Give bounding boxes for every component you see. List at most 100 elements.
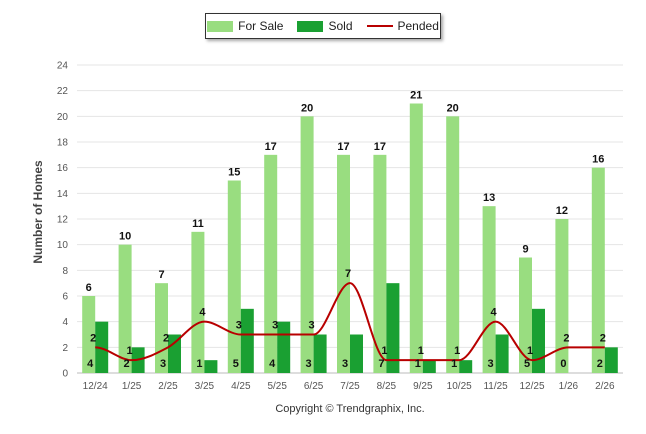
bar-sold-7 [350,334,363,373]
bar-for-sale-7 [337,154,350,373]
label-sold-9: 1 [415,358,421,370]
y-tick-label-6: 12 [57,215,69,226]
y-tick-label-8: 16 [57,163,69,174]
bar-sold-11 [495,334,509,373]
y-axis-label: Number of Homes [31,160,45,264]
label-for-sale-3: 11 [192,218,204,230]
y-tick-label-3: 6 [62,292,68,303]
label-sold-12: 5 [524,358,530,370]
legend-item-pended[interactable]: Pended [366,19,439,33]
label-pended-10: 1 [454,345,460,357]
bar-for-sale-14 [591,167,605,373]
bar-for-sale-3 [191,231,205,373]
label-for-sale-13: 12 [556,205,568,217]
y-tick-label-12: 24 [57,61,69,72]
x-tick-label-2: 2/25 [158,381,178,392]
bar-for-sale-0 [82,296,96,373]
label-sold-10: 1 [451,358,457,370]
bar-sold-5 [277,321,291,373]
label-for-sale-8: 17 [374,141,386,153]
label-for-sale-6: 20 [301,102,313,114]
label-pended-7: 7 [345,268,351,280]
label-sold-13: 0 [560,358,566,370]
x-tick-label-1: 1/25 [122,381,142,392]
y-tick-label-2: 4 [62,317,68,328]
bar-for-sale-4 [227,180,241,373]
bar-for-sale-9 [409,103,423,373]
x-tick-label-7: 7/25 [340,381,360,392]
bar-for-sale-8 [373,154,387,373]
data-labels: 6410273111155174203173177211201133951201… [86,90,606,371]
label-for-sale-9: 21 [410,90,422,102]
label-sold-0: 4 [87,358,94,370]
x-tick-label-11: 11/25 [483,381,508,392]
bar-for-sale-5 [264,154,278,373]
label-pended-4: 3 [236,320,242,332]
legend-label-sold: Sold [328,19,353,33]
label-pended-6: 3 [309,320,315,332]
x-tick-label-3: 3/25 [195,381,215,392]
bar-sold-10 [459,360,473,373]
label-pended-12: 1 [527,345,533,357]
bar-for-sale-1 [118,244,132,373]
label-sold-5: 4 [269,358,276,370]
bar-sold-2 [168,334,181,373]
bar-sold-12 [532,308,545,373]
y-tick-label-9: 18 [57,138,69,149]
x-axis-ticks: 12/24 1/25 2/25 3/25 4/25 5/25 6/25 7/25 8/25 9/2… [83,381,615,392]
bar-sold-6 [313,334,327,373]
bar-sold-3 [204,360,218,373]
label-sold-14: 2 [597,358,603,370]
bar-for-sale-12 [519,257,532,373]
label-pended-8: 1 [381,345,387,357]
label-pended-13: 2 [563,332,569,344]
label-pended-2: 2 [163,332,169,344]
label-for-sale-14: 16 [592,154,604,166]
label-pended-14: 2 [600,332,606,344]
label-sold-1: 2 [124,358,130,370]
label-pended-5: 3 [272,320,278,332]
y-tick-label-7: 14 [57,189,69,200]
label-sold-2: 3 [160,358,166,370]
x-tick-label-10: 10/25 [447,381,472,392]
legend-swatch-sold [297,20,324,32]
bar-sold-14 [604,347,618,373]
bar-for-sale-10 [446,116,460,373]
legend-item-for-sale[interactable]: For Sale [207,19,283,33]
label-pended-11: 4 [491,307,498,319]
label-pended-0: 2 [90,332,96,344]
x-tick-label-13: 1/26 [559,381,579,392]
label-for-sale-0: 6 [86,282,92,294]
label-for-sale-10: 20 [447,102,459,114]
bar-for-sale-6 [300,116,314,373]
x-tick-label-0: 12/24 [83,381,108,392]
copyright-text: Copyright © Trendgraphix, Inc. [275,403,425,415]
label-pended-9: 1 [418,345,424,357]
pended-line [95,282,605,362]
bar-sold-8 [386,283,400,373]
legend-swatch-pended [366,25,393,27]
legend-label-for-sale: For Sale [238,19,284,33]
y-tick-label-1: 2 [62,343,68,354]
label-sold-6: 3 [306,358,312,370]
label-for-sale-1: 10 [119,231,131,243]
label-sold-3: 1 [196,358,202,370]
label-sold-8: 7 [378,358,384,370]
y-tick-label-0: 0 [62,369,68,380]
label-for-sale-11: 13 [483,192,495,204]
label-for-sale-4: 15 [228,167,240,179]
label-sold-7: 3 [342,358,348,370]
bar-for-sale-11 [482,206,496,373]
label-sold-4: 5 [233,358,239,370]
label-sold-11: 3 [488,358,494,370]
bar-sold-9 [422,360,436,373]
x-tick-label-14: 2/26 [595,381,615,392]
label-pended-3: 4 [199,307,206,319]
legend-item-sold[interactable]: Sold [297,19,353,33]
legend: For Sale Sold Pended [205,13,441,39]
x-tick-label-6: 6/25 [304,381,324,392]
label-for-sale-7: 17 [337,141,349,153]
bar-for-sale-13 [555,219,569,373]
